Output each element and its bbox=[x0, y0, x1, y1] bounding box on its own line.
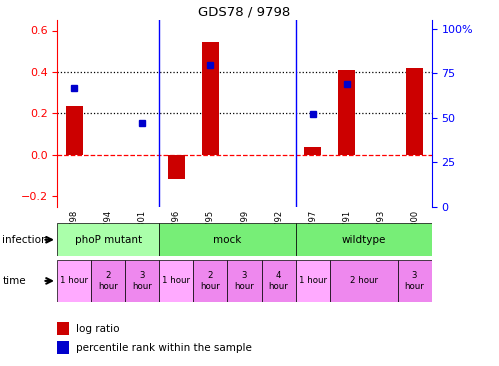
Bar bbox=[406, 68, 423, 155]
Text: 3
hour: 3 hour bbox=[133, 271, 152, 291]
Text: 2
hour: 2 hour bbox=[201, 271, 221, 291]
Bar bbox=[194, 260, 228, 302]
Bar bbox=[338, 70, 355, 155]
Text: 4
hour: 4 hour bbox=[268, 271, 288, 291]
Text: 3
hour: 3 hour bbox=[405, 271, 425, 291]
Text: percentile rank within the sample: percentile rank within the sample bbox=[76, 343, 252, 352]
Title: GDS78 / 9798: GDS78 / 9798 bbox=[199, 6, 290, 19]
Bar bbox=[57, 341, 69, 354]
Text: mock: mock bbox=[213, 235, 242, 245]
Bar bbox=[91, 260, 125, 302]
Bar bbox=[57, 223, 160, 256]
Bar bbox=[304, 147, 321, 155]
Bar bbox=[202, 42, 219, 155]
Text: 1 hour: 1 hour bbox=[60, 276, 88, 285]
Text: wildtype: wildtype bbox=[341, 235, 386, 245]
Text: 2
hour: 2 hour bbox=[98, 271, 118, 291]
Bar bbox=[295, 260, 329, 302]
Bar bbox=[160, 260, 194, 302]
Bar bbox=[57, 260, 91, 302]
Bar bbox=[66, 106, 83, 155]
Text: infection: infection bbox=[2, 235, 48, 245]
Bar bbox=[168, 155, 185, 179]
Bar bbox=[329, 260, 398, 302]
Text: time: time bbox=[2, 276, 26, 286]
Bar bbox=[160, 223, 295, 256]
Bar bbox=[398, 260, 432, 302]
Text: 2 hour: 2 hour bbox=[350, 276, 378, 285]
Bar bbox=[228, 260, 261, 302]
Text: 1 hour: 1 hour bbox=[163, 276, 191, 285]
Bar bbox=[295, 223, 432, 256]
Bar bbox=[125, 260, 160, 302]
Text: 1 hour: 1 hour bbox=[298, 276, 326, 285]
Bar bbox=[57, 322, 69, 335]
Text: phoP mutant: phoP mutant bbox=[75, 235, 142, 245]
Text: 3
hour: 3 hour bbox=[235, 271, 254, 291]
Text: log ratio: log ratio bbox=[76, 324, 120, 333]
Bar bbox=[261, 260, 295, 302]
